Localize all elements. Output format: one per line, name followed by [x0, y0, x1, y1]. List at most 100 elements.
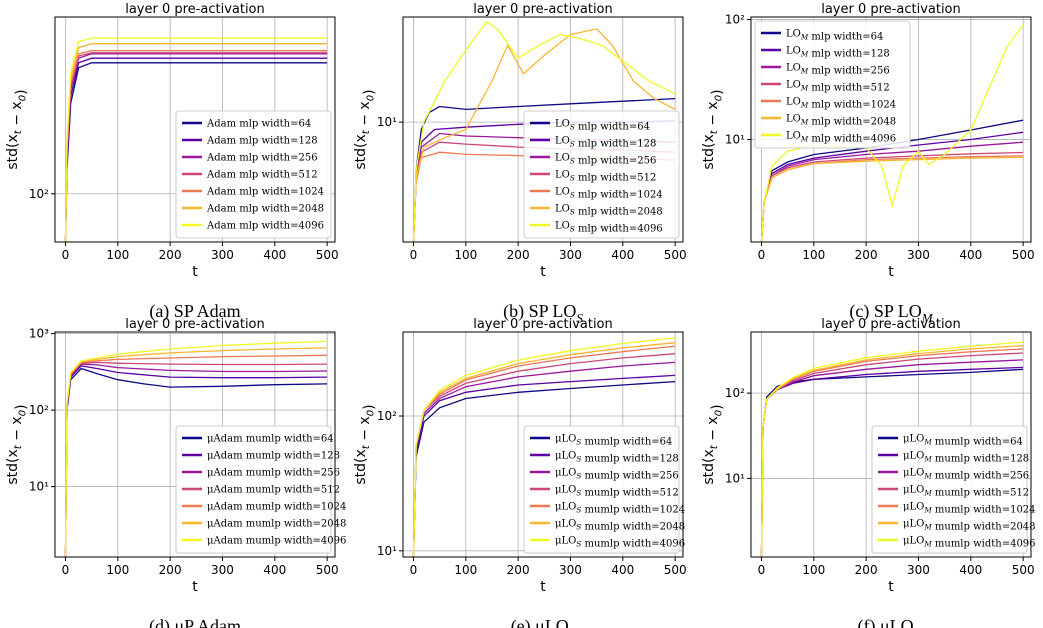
- x-tick-label: 200: [855, 563, 878, 577]
- series-line: [64, 37, 328, 243]
- x-tick-label: 200: [159, 248, 182, 262]
- x-tick-label: 200: [507, 563, 530, 577]
- panel-caption: (b) SP LOS: [503, 301, 583, 325]
- y-tick-label: 10²: [29, 403, 49, 417]
- axes-frame: [750, 16, 1032, 243]
- x-tick-label: 500: [664, 248, 687, 262]
- y-axis-label: std(xt − x0): [353, 404, 377, 484]
- legend-box: [523, 110, 680, 239]
- x-tick-label: 400: [959, 563, 982, 577]
- legend-entry: μAdam mumlp width=1024: [207, 502, 346, 513]
- chart-panel-e: 0 100 200 300 400 500 10¹ 10² layer 0 pre-activa…: [353, 317, 687, 628]
- series-line: [760, 151, 1024, 243]
- y-tick-label: 10²: [377, 409, 397, 423]
- legend-entry: LOS mlp width=2048: [555, 204, 663, 218]
- legend-entry: LOM mlp width=1024: [786, 97, 896, 111]
- y-tick-label: 10¹: [377, 544, 397, 558]
- series-line: [412, 337, 676, 558]
- series-line: [760, 24, 1024, 243]
- x-tick-label: 400: [263, 563, 286, 577]
- x-tick-label: 300: [907, 563, 930, 577]
- legend-entry: Adam mlp width=2048: [206, 204, 324, 215]
- legend-entry: LOS mlp width=512: [555, 170, 656, 184]
- legend-entry: LOS mlp width=1024: [555, 187, 663, 201]
- legend-entry: LOM mlp width=64: [786, 29, 883, 43]
- series-line: [412, 374, 676, 558]
- x-tick-label: 200: [507, 248, 530, 262]
- legend-entry: μLOM mumlp width=64: [903, 434, 1023, 448]
- x-axis-label: t: [540, 264, 546, 280]
- y-axis-label: std(xt − x0): [701, 404, 725, 484]
- y-tick-label: 10¹: [725, 471, 745, 485]
- axes-frame: [402, 16, 684, 243]
- x-tick-label: 500: [664, 563, 687, 577]
- legend-entry: μLOS mumlp width=256: [555, 468, 679, 482]
- axes-frame: [750, 331, 1032, 558]
- x-tick-label: 100: [454, 248, 477, 262]
- series-line: [64, 340, 328, 558]
- panel-caption: (a) SP Adam: [149, 301, 240, 322]
- x-axis-label: t: [192, 579, 198, 595]
- legend-entry: μAdam mumlp width=128: [207, 451, 340, 462]
- x-tick-label: 400: [611, 248, 634, 262]
- chart-title: layer 0 pre-activation: [821, 2, 961, 17]
- x-tick-label: 500: [1012, 563, 1035, 577]
- chart-title: layer 0 pre-activation: [821, 317, 961, 332]
- y-tick-label: 10¹: [377, 115, 397, 129]
- legend-box: [871, 425, 1028, 554]
- x-tick-label: 100: [802, 563, 825, 577]
- series-line: [760, 341, 1024, 558]
- x-tick-label: 0: [410, 248, 418, 262]
- x-tick-label: 400: [263, 248, 286, 262]
- chart-title: layer 0 pre-activation: [473, 2, 613, 17]
- panel-caption: (d) μP Adam: [149, 616, 241, 628]
- legend-entry: μAdam mumlp width=2048: [207, 519, 346, 530]
- legend-entry: μLOS mumlp width=512: [555, 485, 679, 499]
- legend: LOS mlp width=64 LOS mlp width=128 LOS mlp…: [523, 110, 680, 239]
- chart-title: layer 0 pre-activation: [125, 2, 265, 17]
- x-axis-label: t: [540, 579, 546, 595]
- legend: Adam mlp width=64 Adam mlp width=128 Adam …: [175, 110, 332, 239]
- panel-caption: (c) SP LOM: [849, 301, 933, 325]
- legend-entry: Adam mlp width=64: [206, 119, 311, 130]
- chart-title: layer 0 pre-activation: [473, 317, 613, 332]
- legend-entry: LOS mlp width=256: [555, 153, 656, 167]
- y-tick-label: 10²: [725, 13, 745, 27]
- legend-entry: μLOM mumlp width=2048: [903, 519, 1036, 533]
- y-tick-label: 10²: [725, 386, 745, 400]
- x-tick-label: 0: [758, 563, 766, 577]
- x-tick-label: 300: [211, 563, 234, 577]
- legend-entry: μAdam mumlp width=256: [207, 468, 340, 479]
- chart-panel-d: 0 100 200 300 400 500 10¹ 10² 10³ layer 0 pre-act…: [5, 317, 346, 628]
- x-tick-label: 300: [559, 248, 582, 262]
- legend-entry: μLOS mumlp width=64: [555, 434, 672, 448]
- legend-entry: Adam mlp width=256: [206, 153, 318, 164]
- x-tick-label: 300: [907, 248, 930, 262]
- x-tick-label: 500: [316, 563, 339, 577]
- legend-entry: Adam mlp width=128: [206, 136, 318, 147]
- series-line: [412, 380, 676, 558]
- legend-entry: Adam mlp width=1024: [206, 187, 324, 198]
- x-tick-label: 400: [611, 563, 634, 577]
- legend-entry: LOM mlp width=512: [786, 80, 890, 94]
- panel-caption: (e) μLOS: [511, 616, 576, 628]
- legend-entry: LOM mlp width=256: [786, 63, 890, 77]
- series-line: [760, 155, 1024, 243]
- legend-entry: μLOM mumlp width=512: [903, 485, 1029, 499]
- series-line: [412, 20, 676, 243]
- legend-box: [523, 425, 680, 554]
- series-line: [412, 28, 676, 243]
- x-tick-label: 300: [559, 563, 582, 577]
- legend-box: [754, 20, 911, 149]
- y-tick-label: 10¹: [29, 480, 49, 494]
- legend-entry: Adam mlp width=4096: [206, 221, 324, 232]
- y-axis-label: std(xt − x0): [701, 89, 725, 169]
- x-tick-label: 200: [855, 248, 878, 262]
- legend-entry: μLOS mumlp width=4096: [555, 536, 685, 550]
- x-tick-label: 100: [106, 248, 129, 262]
- legend: LOM mlp width=64 LOM mlp width=128 LOM mlp…: [754, 20, 911, 149]
- series-line: [760, 156, 1024, 243]
- chart-panel-c: 0 100 200 300 400 500 10¹ 10² layer 0 pre-activa…: [701, 2, 1035, 325]
- x-tick-label: 500: [1012, 248, 1035, 262]
